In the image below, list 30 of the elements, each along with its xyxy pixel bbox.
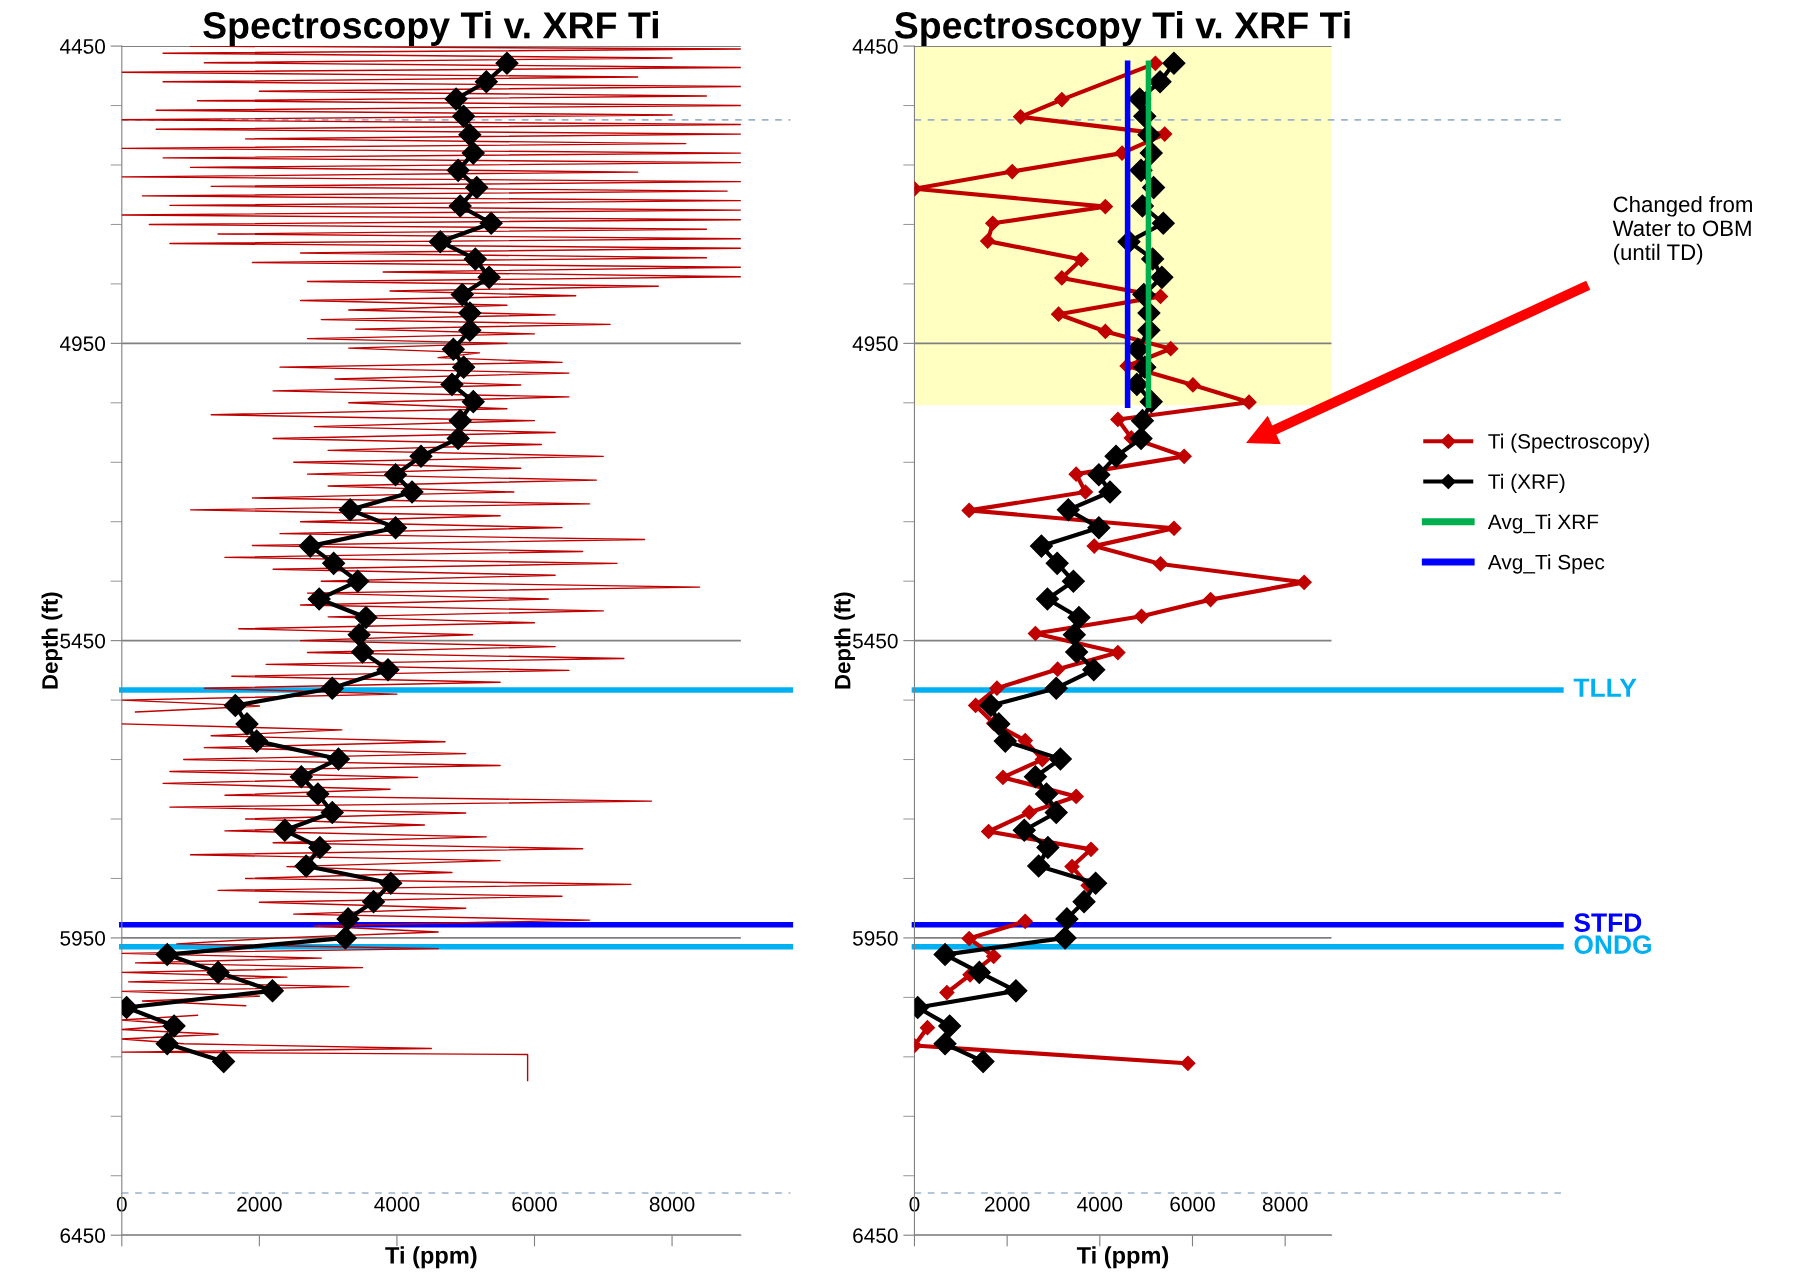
ref-line-label: TLLY	[1573, 678, 1637, 697]
y-tick-label: 4450	[59, 39, 106, 54]
ref-line-label: STFD	[1574, 913, 1642, 932]
x-tick-label: 2000	[237, 1196, 282, 1212]
x-tick-label: 0	[116, 1196, 127, 1212]
x-tick-label: 8000	[649, 1196, 695, 1212]
x-tick-label: 2000	[985, 1196, 1030, 1212]
x-tick-label: 4000	[374, 1196, 420, 1212]
x-tick-label: 6000	[512, 1196, 557, 1212]
legend-label: Ti (XRF)	[1488, 473, 1565, 494]
x-tick-label: 0	[909, 1196, 920, 1212]
y-tick-label: 5950	[852, 930, 898, 946]
legend-label: Avg_Ti Spec	[1487, 554, 1605, 574]
y-tick-label: 4950	[59, 336, 106, 352]
y-tick-label: 5450	[852, 633, 898, 649]
text: Changed from Water to OBM (until TD)	[1612, 195, 1752, 265]
y-tick-label: 6450	[853, 1228, 898, 1243]
legend-label: Avg_Ti XRF	[1487, 513, 1599, 534]
x-axis-title: Ti (ppm)	[385, 1246, 477, 1269]
ref-line-label: ONDG	[1574, 935, 1651, 954]
y-tick-label: 6450	[60, 1228, 106, 1243]
y-axis-title: Depth (ft)	[834, 592, 855, 689]
y-tick-label: 5950	[60, 930, 106, 946]
chart-title: Spectroscopy Ti v. XRF Ti	[203, 11, 658, 47]
x-tick-label: 8000	[1262, 1196, 1308, 1212]
x-tick-label: 4000	[1077, 1196, 1123, 1212]
x-axis-title: Ti (ppm)	[1076, 1246, 1169, 1269]
x-tick-label: 6000	[1170, 1196, 1215, 1212]
y-tick-label: 4950	[852, 336, 898, 352]
legend-label: Ti (Spectroscopy)	[1488, 433, 1649, 453]
